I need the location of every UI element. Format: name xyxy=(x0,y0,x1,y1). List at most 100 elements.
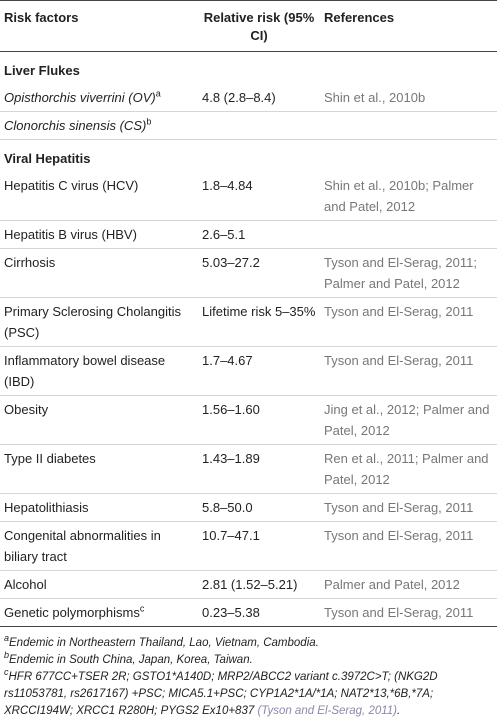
relative-risk: Lifetime risk 5–35% xyxy=(198,297,320,347)
relative-risk: 10.7–47.1 xyxy=(198,521,320,571)
risk-text: 2.6–5.1 xyxy=(202,227,246,242)
reference xyxy=(320,220,497,249)
data-row: Cirrhosis 5.03–27.2 Tyson and El-Serag, 20… xyxy=(0,248,497,298)
data-row: Hepatitis C virus (HCV) 1.8–4.84 Shin et a… xyxy=(0,172,497,221)
reference: Shin et al., 2010b; Palmer and Patel, 20… xyxy=(320,172,497,221)
factor-text: Obesity xyxy=(4,402,49,417)
risk-text: 4.8 (2.8–8.4) xyxy=(202,90,276,105)
data-row: Genetic polymorphismsc 0.23–5.38 Tyson and… xyxy=(0,599,497,627)
risk-factor: Hepatitis B virus (HBV) xyxy=(0,220,198,249)
footnote: bEndemic in South China, Japan, Korea, T… xyxy=(4,650,493,669)
reference-text: Tyson and El-Serag, 2011; Palmer and Pat… xyxy=(324,255,477,291)
reference: Ren et al., 2011; Palmer and Patel, 2012 xyxy=(320,444,497,494)
relative-risk: 1.7–4.67 xyxy=(198,346,320,396)
relative-risk: 0.23–5.38 xyxy=(198,599,320,627)
footnote: aEndemic in Northeastern Thailand, Lao, … xyxy=(4,633,493,652)
reference-text: Tyson and El-Serag, 2011 xyxy=(324,500,474,515)
reference: Tyson and El-Serag, 2011 xyxy=(320,297,497,347)
section-title: Viral Hepatitis xyxy=(4,151,91,166)
reference-text: Shin et al., 2010b xyxy=(324,90,426,105)
reference xyxy=(320,111,497,140)
relative-risk: 5.03–27.2 xyxy=(198,248,320,298)
reference-text: Shin et al., 2010b; Palmer and Patel, 20… xyxy=(324,178,474,214)
factor-text: Hepatitis C virus (HCV) xyxy=(4,178,139,193)
data-row: Hepatitis B virus (HBV) 2.6–5.1 xyxy=(0,220,497,249)
data-row: Inflammatory bowel disease (IBD) 1.7–4.67… xyxy=(0,346,497,396)
risk-factor: Clonorchis sinensis (CS)b xyxy=(0,111,198,140)
factor-text: Alcohol xyxy=(4,577,47,592)
data-row: Clonorchis sinensis (CS)b xyxy=(0,111,497,140)
factor-text: Cirrhosis xyxy=(4,255,56,270)
reference: Shin et al., 2010b xyxy=(320,84,497,112)
data-row: Type II diabetes 1.43–1.89 Ren et al., 201… xyxy=(0,444,497,494)
risk-factor: Congenital abnormalities in biliary trac… xyxy=(0,521,198,571)
footnote-mark: b xyxy=(4,650,10,661)
risk-factor: Alcohol xyxy=(0,570,198,599)
footnote: cHFR 677CC+TSER 2R; GSTO1*A140D; MRP2/AB… xyxy=(4,668,493,720)
footnote-mark: a xyxy=(155,88,161,99)
section-row: Viral Hepatitis xyxy=(0,140,497,173)
risk-text: 10.7–47.1 xyxy=(202,528,260,543)
reference-text: Tyson and El-Serag, 2011 xyxy=(324,605,474,620)
citation-link[interactable]: (Tyson and El-Serag, 2011) xyxy=(257,705,397,717)
risk-text: 2.81 (1.52–5.21) xyxy=(202,577,298,592)
risk-factor: Opisthorchis viverrini (OV)a xyxy=(0,84,198,112)
risk-factor: Genetic polymorphismsc xyxy=(0,599,198,627)
reference: Tyson and El-Serag, 2011 xyxy=(320,521,497,571)
reference: Jing et al., 2012; Palmer and Patel, 201… xyxy=(320,395,497,445)
reference-text: Palmer and Patel, 2012 xyxy=(324,577,460,592)
reference-text: Tyson and El-Serag, 2011 xyxy=(324,353,474,368)
footnote-mark: c xyxy=(139,603,145,614)
footnote-mark: a xyxy=(4,633,10,644)
section-row: Liver Flukes xyxy=(0,52,497,85)
risk-text: 5.03–27.2 xyxy=(202,255,260,270)
factor-text: Primary Sclerosing Cholangitis (PSC) xyxy=(4,304,182,340)
relative-risk: 2.81 (1.52–5.21) xyxy=(198,570,320,599)
risk-text: 1.8–4.84 xyxy=(202,178,253,193)
footnote-text: Endemic in Northeastern Thailand, Lao, V… xyxy=(9,637,319,649)
reference-text: Jing et al., 2012; Palmer and Patel, 201… xyxy=(324,402,490,438)
factor-text: Congenital abnormalities in biliary trac… xyxy=(4,528,161,564)
risk-factor: Primary Sclerosing Cholangitis (PSC) xyxy=(0,297,198,347)
reference: Tyson and El-Serag, 2011 xyxy=(320,346,497,396)
risk-text: 1.43–1.89 xyxy=(202,451,260,466)
reference: Tyson and El-Serag, 2011 xyxy=(320,493,497,522)
factor-text: Inflammatory bowel disease (IBD) xyxy=(4,353,166,389)
relative-risk: 1.56–1.60 xyxy=(198,395,320,445)
relative-risk: 2.6–5.1 xyxy=(198,220,320,249)
header-cell: References xyxy=(320,0,497,52)
reference: Tyson and El-Serag, 2011; Palmer and Pat… xyxy=(320,248,497,298)
factor-text: Type II diabetes xyxy=(4,451,96,466)
risk-table: Risk factors Relative risk (95% CI) Refe… xyxy=(0,0,497,627)
factor-text: Hepatolithiasis xyxy=(4,500,89,515)
relative-risk: 1.8–4.84 xyxy=(198,172,320,221)
reference: Tyson and El-Serag, 2011 xyxy=(320,599,497,627)
footnotes: aEndemic in Northeastern Thailand, Lao, … xyxy=(0,627,497,720)
risk-text: 1.7–4.67 xyxy=(202,353,253,368)
reference-text: Tyson and El-Serag, 2011 xyxy=(324,304,474,319)
data-row: Congenital abnormalities in biliary trac… xyxy=(0,521,497,571)
risk-text: Lifetime risk 5–35% xyxy=(202,304,316,319)
risk-factor: Obesity xyxy=(0,395,198,445)
relative-risk: 1.43–1.89 xyxy=(198,444,320,494)
factor-text: Hepatitis B virus (HBV) xyxy=(4,227,137,242)
header-cell: Relative risk (95% CI) xyxy=(198,0,320,52)
footnote-mark: b xyxy=(146,116,152,127)
reference-text: Ren et al., 2011; Palmer and Patel, 2012 xyxy=(324,451,489,487)
relative-risk xyxy=(198,111,320,140)
risk-factor: Hepatitis C virus (HCV) xyxy=(0,172,198,221)
relative-risk: 5.8–50.0 xyxy=(198,493,320,522)
reference-text: Tyson and El-Serag, 2011 xyxy=(324,528,474,543)
data-row: Alcohol 2.81 (1.52–5.21) Palmer and Patel,… xyxy=(0,570,497,599)
risk-text: 0.23–5.38 xyxy=(202,605,260,620)
risk-text: 5.8–50.0 xyxy=(202,500,253,515)
risk-factor: Cirrhosis xyxy=(0,248,198,298)
risk-text: 1.56–1.60 xyxy=(202,402,260,417)
data-row: Obesity 1.56–1.60 Jing et al., 2012; Palme… xyxy=(0,395,497,445)
table-body: Liver Flukes Opisthorchis viverrini (OV)a… xyxy=(0,52,497,627)
footnote-end: . xyxy=(397,705,401,717)
relative-risk: 4.8 (2.8–8.4) xyxy=(198,84,320,112)
data-row: Hepatolithiasis 5.8–50.0 Tyson and El-Sera… xyxy=(0,493,497,522)
risk-factor: Inflammatory bowel disease (IBD) xyxy=(0,346,198,396)
